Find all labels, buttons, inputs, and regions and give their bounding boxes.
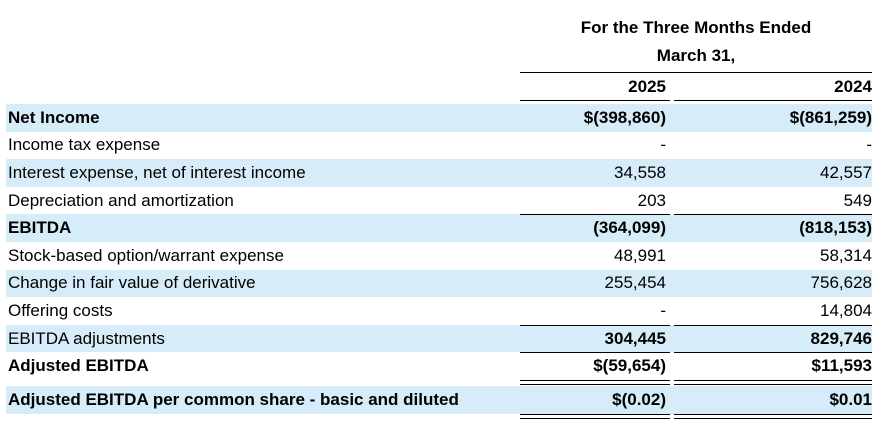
year-2025-header: 2025 [628, 77, 666, 96]
value-2024: $0.01 [829, 389, 872, 409]
row-ebitda: EBITDA (364,099) (818,153) [6, 214, 872, 242]
value-2024: 42,557 [820, 162, 872, 182]
period-heading-line1: For the Three Months Ended [580, 18, 812, 37]
year-2024-header: 2024 [834, 77, 872, 96]
row-net-income: Net Income $(398,860) $(861,259) [6, 104, 872, 132]
table-header: For the Three Months Ended March 31, 202… [6, 0, 872, 104]
ebitda-reconciliation-table: For the Three Months Ended March 31, 202… [6, 0, 872, 419]
row-label: Offering costs [8, 300, 113, 320]
total-double-rule [520, 413, 670, 419]
value-2024: $(861,259) [789, 107, 872, 127]
subtotal-rule [674, 324, 872, 326]
total-double-rule [520, 379, 670, 385]
row-label: Change in fair value of derivative [8, 273, 256, 293]
value-2024: 58,314 [820, 245, 872, 265]
value-2024: - [866, 135, 872, 155]
subtotal-rule [674, 214, 872, 216]
subtotal-rule [520, 324, 670, 326]
value-2025: $(0.02) [612, 389, 666, 409]
row-label: Adjusted EBITDA per common share - basic… [8, 389, 459, 409]
period-heading-line2: March 31, [656, 46, 736, 65]
row-label: Interest expense, net of interest income [8, 162, 306, 182]
value-2025: 255,454 [604, 273, 666, 293]
value-2025: - [660, 300, 666, 320]
value-2025: 203 [637, 190, 666, 210]
period-heading-rule [520, 72, 872, 73]
value-2025: (364,099) [593, 218, 666, 238]
total-double-rule [674, 379, 872, 385]
row-ebitda-adjustments: EBITDA adjustments 304,445 829,746 [6, 324, 872, 353]
row-label: Depreciation and amortization [8, 190, 234, 210]
row-label: Income tax expense [8, 135, 161, 155]
row-label: Stock-based option/warrant expense [8, 245, 284, 265]
value-2025: 304,445 [604, 328, 666, 348]
value-2024: $11,593 [811, 356, 872, 376]
value-2024: 829,746 [810, 328, 872, 348]
value-2025: $(59,654) [593, 356, 666, 376]
row-label: EBITDA adjustments [8, 328, 165, 348]
period-heading: For the Three Months Ended March 31, [520, 14, 872, 70]
row-adjusted-ebitda: Adjusted EBITDA $(59,654) $11,593 [6, 352, 872, 385]
year-2025-rule [520, 100, 670, 101]
row-label: Adjusted EBITDA [8, 356, 149, 376]
row-stock-based-expense: Stock-based option/warrant expense 48,99… [6, 242, 872, 270]
row-depreciation: Depreciation and amortization 203 549 [6, 187, 872, 215]
value-2024: 549 [843, 190, 872, 210]
year-2024-rule [674, 100, 872, 101]
value-2025: 48,991 [614, 245, 666, 265]
value-2025: 34,558 [614, 162, 666, 182]
row-offering-costs: Offering costs - 14,804 [6, 297, 872, 325]
subtotal-rule [674, 352, 872, 354]
row-derivative-change: Change in fair value of derivative 255,4… [6, 269, 872, 298]
subtotal-rule [520, 352, 670, 354]
total-double-rule [674, 413, 872, 419]
value-2025: - [660, 135, 666, 155]
subtotal-rule [520, 214, 670, 216]
value-2025: $(398,860) [583, 107, 666, 127]
row-adjusted-ebitda-per-share: Adjusted EBITDA per common share - basic… [6, 385, 872, 419]
row-label: Net Income [8, 107, 100, 127]
value-2024: 14,804 [820, 300, 872, 320]
value-2024: 756,628 [810, 273, 872, 293]
row-interest-expense: Interest expense, net of interest income… [6, 159, 872, 187]
row-income-tax-expense: Income tax expense - - [6, 132, 872, 160]
row-label: EBITDA [8, 218, 72, 238]
value-2024: (818,153) [799, 218, 872, 238]
